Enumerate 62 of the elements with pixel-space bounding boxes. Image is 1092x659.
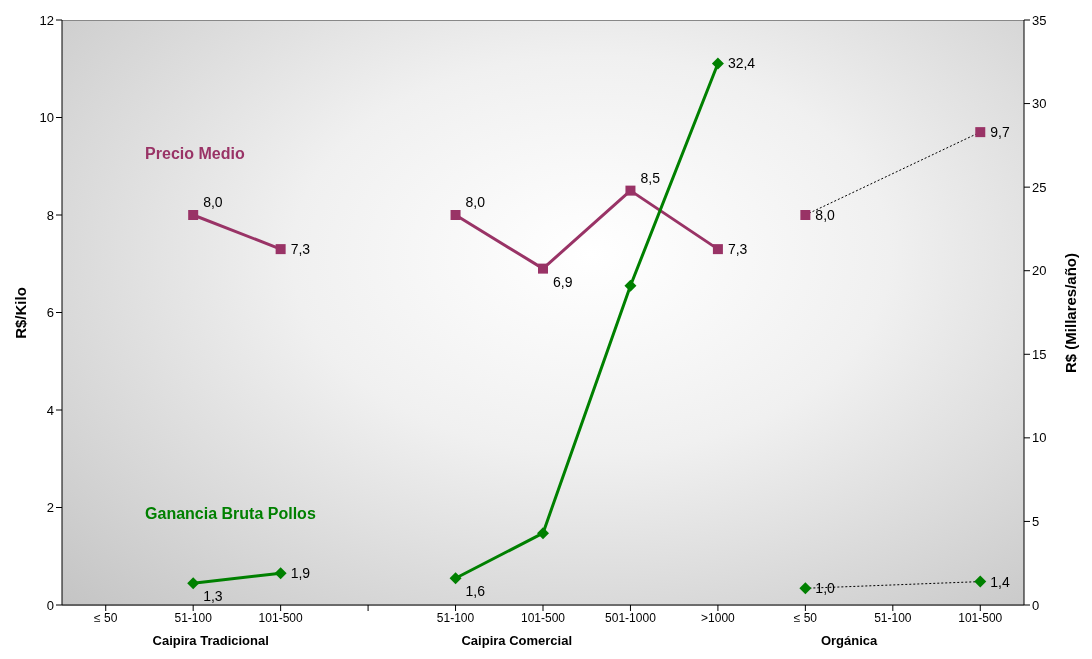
point	[537, 527, 549, 540]
data-label: 1,6	[465, 583, 486, 600]
x-tick-label: ≤ 50	[793, 610, 818, 625]
text: Orgánica	[820, 633, 878, 648]
y2-tick-label: 0	[1032, 597, 1040, 613]
y-tick-label: 0	[46, 597, 54, 613]
point	[188, 210, 199, 220]
data-label: 8,0	[203, 194, 223, 210]
y-tick-label: 4	[46, 402, 54, 418]
y2-tick-label: 10	[1032, 430, 1047, 446]
point	[799, 582, 812, 595]
y2-axis-title: R$ (Millares/año)	[1061, 252, 1079, 373]
data-label: 8,0	[465, 194, 486, 210]
y2-tick-label: 15	[1032, 346, 1047, 362]
point	[624, 279, 637, 292]
y2-tick-label: 25	[1032, 179, 1047, 195]
y2-tick-label: 35	[1032, 12, 1047, 28]
x-tick-label: 51-100	[436, 610, 475, 625]
y-tick-label: 12	[39, 12, 54, 28]
point	[975, 127, 986, 138]
x-tick-label: 501-1000	[605, 610, 657, 625]
data-label: 8,5	[640, 169, 661, 186]
data-label: 7,3	[290, 241, 311, 258]
point	[974, 575, 987, 588]
x-tick-label: 101-500	[958, 610, 1003, 625]
data-label: 9,7	[990, 124, 1010, 141]
point	[187, 577, 200, 590]
data-label: 1,0	[815, 580, 836, 597]
point	[449, 572, 462, 585]
x-tick-label: 101-500	[258, 610, 303, 625]
point	[800, 210, 811, 220]
data-label: 6,9	[553, 273, 573, 290]
x-tick-label: >1000	[701, 610, 736, 625]
y-tick-label: 10	[39, 110, 54, 126]
x-tick-label: ≤ 50	[94, 610, 118, 625]
point	[450, 210, 461, 220]
data-label: 1,9	[290, 565, 311, 582]
y-tick-label: 2	[46, 500, 54, 516]
point	[275, 244, 286, 255]
data-label: 7,3	[727, 241, 748, 258]
text: Caipira Tradicional	[152, 633, 269, 648]
x-tick-label: 51-100	[174, 610, 213, 625]
text: Precio Medio	[145, 145, 245, 163]
point	[274, 567, 287, 580]
point	[711, 57, 724, 70]
data-label: 32,4	[727, 55, 756, 72]
point	[538, 263, 548, 274]
y-axis-title: R$/Kilo	[11, 286, 29, 339]
y2-tick-label: 30	[1032, 96, 1047, 112]
y2-tick-label: 5	[1032, 514, 1040, 530]
x-tick-label: 51-100	[874, 610, 912, 625]
point	[625, 185, 636, 196]
y-tick-label: 6	[46, 305, 54, 321]
data-label: 1,4	[990, 573, 1010, 590]
y-tick-label: 8	[46, 207, 54, 223]
text: Caipira Comercial	[461, 633, 573, 648]
data-label: 1,3	[203, 588, 223, 605]
y2-tick-label: 20	[1032, 263, 1047, 279]
x-tick-label: 101-500	[520, 610, 566, 625]
text: Ganancia Bruta Pollos	[145, 505, 316, 523]
data-label: 8,0	[815, 207, 836, 223]
point	[712, 244, 723, 255]
